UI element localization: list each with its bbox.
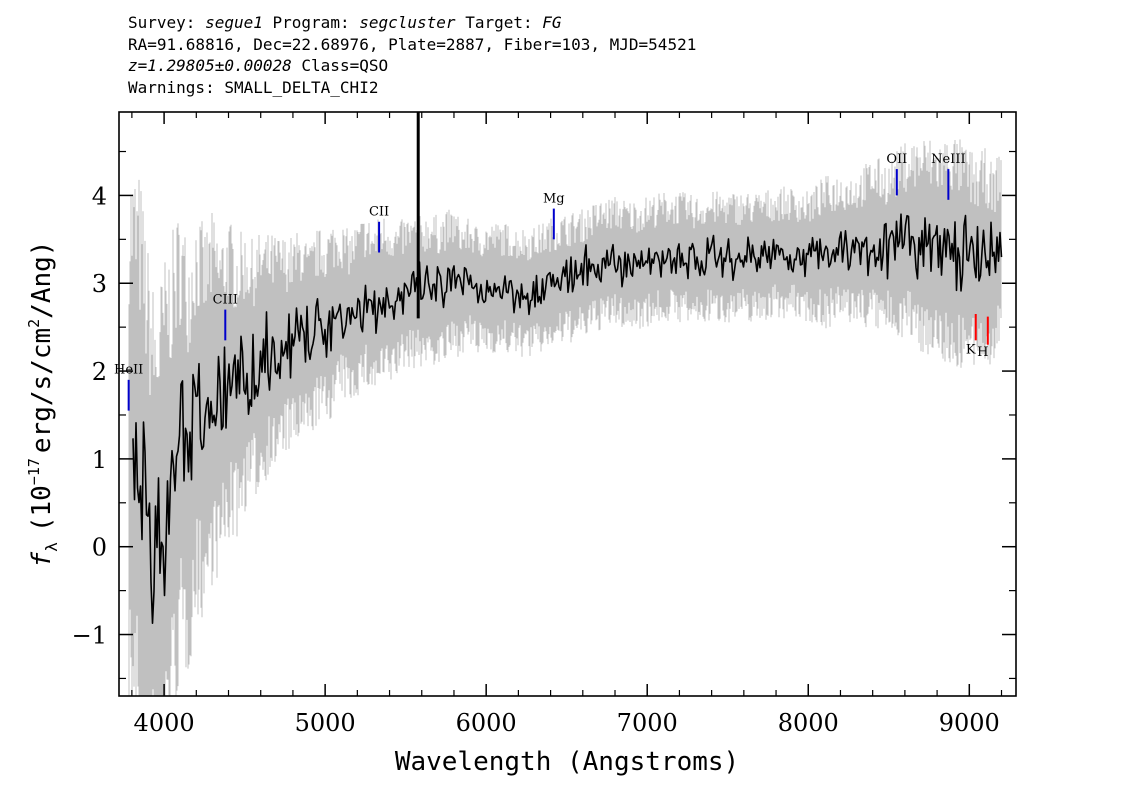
y-axis-end: /Ang) [27,241,57,319]
header-warnings: Warnings: SMALL_DELTA_CHI2 [128,77,379,97]
y-axis-main: (10 [27,485,57,532]
y-axis-exp: −17 [25,458,43,485]
y-tick-label: −1 [72,622,107,650]
header-line-3: z=1.29805±0.00028 Class=QSO [128,55,696,77]
x-tick-label: 9000 [939,709,1000,737]
y-axis-sub: λ [42,542,61,552]
y-axis-rest: erg/s/cm [27,328,57,453]
flux-layer [132,112,1003,624]
x-tick-label: 6000 [456,709,517,737]
x-tick-label: 5000 [295,709,356,737]
spectrum-header: Survey: segue1 Program: segcluster Targe… [128,12,696,98]
uncertainty-envelope [128,139,1002,696]
x-tick-label: 8000 [778,709,839,737]
absorption-label-h: H [977,345,988,360]
spectral-lines-layer: HeII CIII CII Mg OII NeIII K H [114,152,989,411]
program-label: Program: [272,13,350,32]
absorption-label-k: K [966,343,976,358]
y-tick-label: 2 [92,358,107,386]
x-axis-title: Wavelength (Angstroms) [395,747,739,777]
emission-label-heii: HeII [114,363,143,378]
y-axis-exp2: 2 [25,319,43,328]
ticks-layer: 4000 5000 6000 7000 8000 9000 −1 0 1 2 3 4 [72,112,1016,737]
emission-label-ciii: CIII [213,292,238,307]
plot-frame [118,111,1017,697]
emission-label-neiii: NeIII [931,152,965,167]
emission-label-cii: CII [369,205,389,220]
x-tick-label: 4000 [134,709,195,737]
program-value: segcluster [359,13,456,32]
target-label: Target: [465,13,533,32]
x-tick-label: 7000 [617,709,678,737]
survey-value: segue1 [205,13,263,32]
header-line-1: Survey: segue1 Program: segcluster Targe… [128,12,696,34]
emission-label-mg: Mg [543,191,565,206]
y-tick-label: 4 [92,182,107,210]
emission-label-oii: OII [886,152,907,167]
y-tick-label: 0 [92,534,107,562]
y-tick-label: 1 [92,446,107,474]
uncertainty-layer [128,139,1002,696]
y-axis-f: f [27,551,57,567]
redshift-value: z=1.29805±0.00028 [128,56,292,75]
class-value: Class=QSO [301,56,389,75]
y-tick-label: 3 [92,270,107,298]
flux-line [132,213,1003,624]
header-line-2: RA=91.68816, Dec=22.68976, Plate=2887, F… [128,34,697,54]
target-value: FG [542,13,562,32]
survey-label: Survey: [128,13,196,32]
y-axis-title: fλ (10−17 erg/s/cm2/Ang) [25,241,61,568]
